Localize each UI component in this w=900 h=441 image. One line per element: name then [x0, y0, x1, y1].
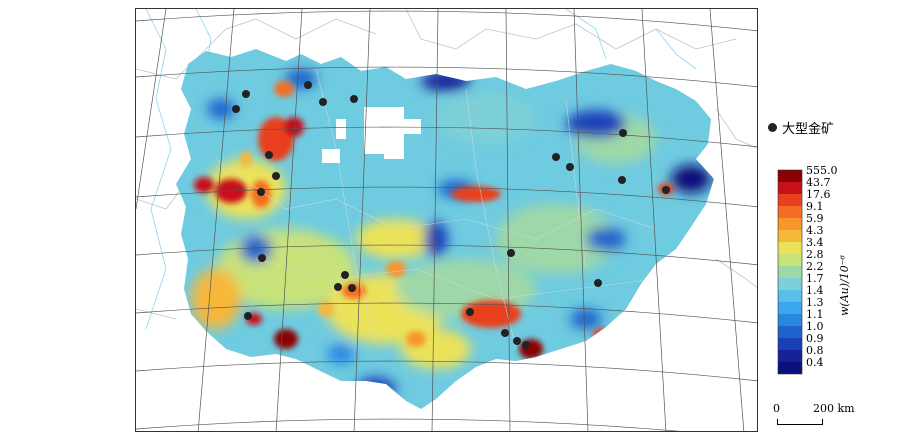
graticule	[136, 9, 757, 431]
legend-tick-label: 43.7	[806, 176, 831, 189]
gold-deposits	[232, 81, 670, 349]
deposit-marker	[272, 172, 280, 180]
scale-bar-line	[777, 419, 823, 425]
legend-swatch	[778, 182, 802, 194]
deposit-marker	[501, 329, 509, 337]
deposit-marker	[258, 254, 266, 262]
legend-swatch	[778, 206, 802, 218]
deposit-marker	[244, 312, 252, 320]
legend-labels: 555.043.717.69.15.94.33.42.82.21.71.41.3…	[806, 166, 838, 369]
deposit-marker	[348, 284, 356, 292]
legend-swatch	[778, 302, 802, 314]
legend-tick-label: 5.9	[806, 212, 824, 225]
deposit-marker	[513, 337, 521, 345]
legend-swatch	[778, 218, 802, 230]
deposit-marker	[304, 81, 312, 89]
legend-swatch	[778, 230, 802, 242]
legend-tick-label: 0.9	[806, 332, 824, 345]
legend-tick-label: 0.8	[806, 344, 824, 357]
deposit-marker	[242, 90, 250, 98]
legend-swatch	[778, 194, 802, 206]
legend-deposit-entry: 大型金矿	[768, 118, 834, 137]
legend-border	[777, 169, 803, 375]
deposit-marker	[507, 249, 515, 257]
legend-swatch	[778, 278, 802, 290]
legend-tick-label: 1.3	[806, 296, 824, 309]
concentration-surface	[176, 49, 714, 409]
legend-swatch	[778, 254, 802, 266]
deposit-marker	[522, 341, 530, 349]
deposit-marker	[594, 279, 602, 287]
legend-tick-label: 9.1	[806, 200, 824, 213]
legend-unit-label: w(Au)/10⁻⁶	[838, 254, 851, 316]
legend-swatch	[778, 290, 802, 302]
deposit-marker	[341, 271, 349, 279]
no-data-area	[322, 107, 421, 163]
legend-tick-label: 2.2	[806, 260, 824, 273]
legend-tick-label: 1.4	[806, 284, 824, 297]
legend-tick-label: 1.0	[806, 320, 824, 333]
legend-tick-label: 1.7	[806, 272, 824, 285]
legend-tick-label: 3.4	[806, 236, 824, 249]
scale-zero-label: 0	[773, 402, 780, 415]
deposit-symbol-icon	[768, 123, 777, 132]
legend-swatch	[778, 362, 802, 374]
scale-bar: 0 200 km	[773, 400, 883, 430]
deposit-marker	[232, 105, 240, 113]
legend-deposit-label: 大型金矿	[782, 122, 835, 137]
deposit-marker	[618, 176, 626, 184]
gold-anomaly-map	[136, 9, 757, 431]
legend-swatch	[778, 266, 802, 278]
legend-swatch	[778, 170, 802, 182]
legend-tick-label: 0.4	[806, 356, 824, 369]
legend-tick-label: 4.3	[806, 224, 824, 237]
deposit-marker	[619, 129, 627, 137]
legend-swatch	[778, 314, 802, 326]
deposit-marker	[566, 163, 574, 171]
legend-tick-label: 555.0	[806, 166, 838, 177]
deposit-marker	[350, 95, 358, 103]
color-legend: 555.043.717.69.15.94.33.42.82.21.71.41.3…	[777, 166, 851, 375]
legend-tick-label: 1.1	[806, 308, 824, 321]
background-borders	[136, 9, 757, 320]
legend-swatch	[778, 242, 802, 254]
legend-tick-label: 17.6	[806, 188, 831, 201]
map-frame	[135, 8, 758, 432]
scale-distance-label: 200 km	[813, 402, 855, 415]
legend-swatch	[778, 338, 802, 350]
legend-swatch	[778, 350, 802, 362]
legend-swatch	[778, 326, 802, 338]
legend-tick-label: 2.8	[806, 248, 824, 261]
deposit-marker	[662, 186, 670, 194]
deposit-marker	[466, 308, 474, 316]
deposit-marker	[319, 98, 327, 106]
deposit-marker	[334, 283, 342, 291]
deposit-marker	[257, 188, 265, 196]
legend-swatches	[777, 169, 803, 375]
deposit-marker	[265, 151, 273, 159]
deposit-marker	[552, 153, 560, 161]
